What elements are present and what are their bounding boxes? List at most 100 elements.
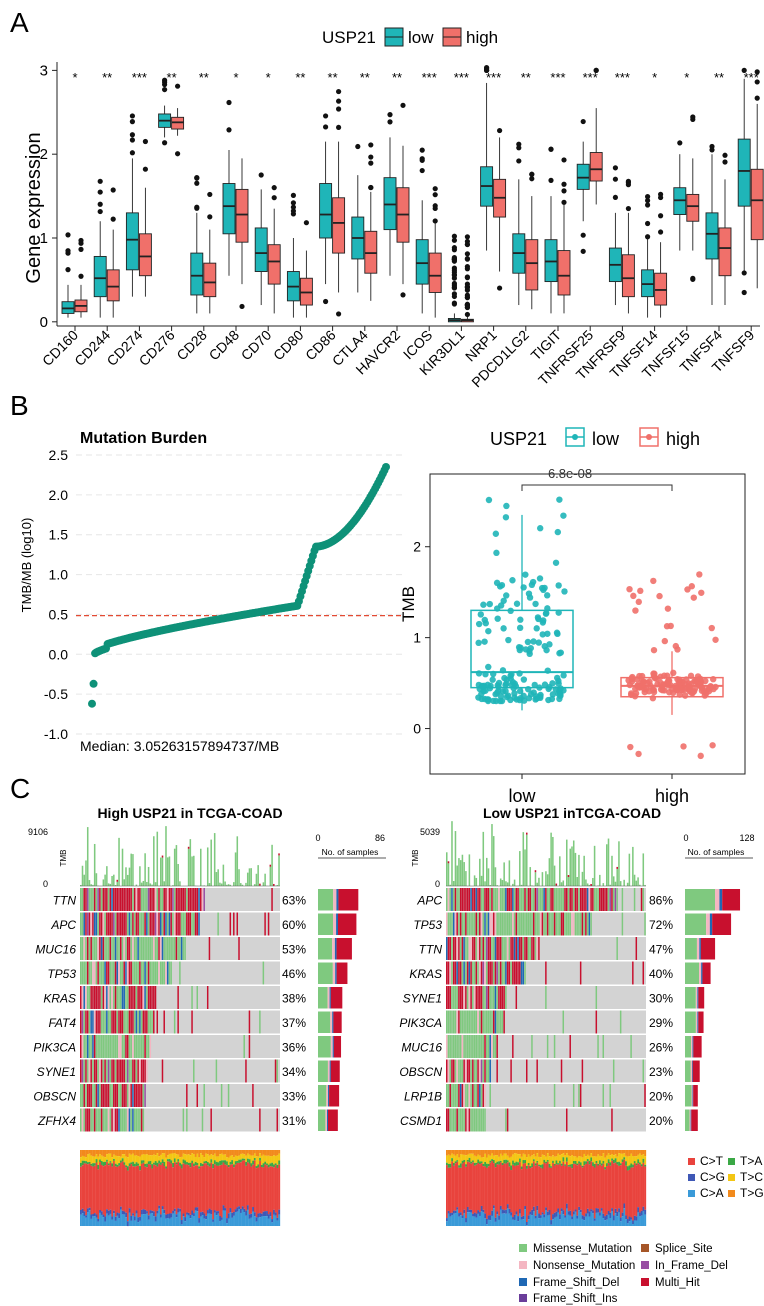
significance-label: ** bbox=[714, 70, 724, 85]
snv-segment bbox=[241, 1206, 244, 1210]
tmb-jitter-point bbox=[645, 688, 653, 695]
mutation-cell bbox=[120, 888, 122, 911]
tmb-bar bbox=[106, 866, 108, 886]
snv-segment bbox=[637, 1150, 640, 1155]
mutation-cell bbox=[107, 961, 110, 985]
tmb-bar bbox=[501, 880, 504, 886]
snv-segment bbox=[632, 1224, 634, 1226]
tmb-bar bbox=[461, 854, 464, 886]
snv-segment bbox=[520, 1219, 523, 1226]
tmb-bar bbox=[632, 846, 634, 886]
mutation-cell bbox=[86, 888, 89, 911]
snv-segment bbox=[592, 1150, 594, 1156]
snv-segment bbox=[536, 1205, 539, 1211]
box-high-tnfsf4 bbox=[718, 152, 732, 306]
outlier-point bbox=[645, 197, 651, 204]
snv-segment bbox=[567, 1214, 570, 1226]
mutation-cell bbox=[80, 912, 82, 936]
snv-segment bbox=[473, 1165, 476, 1213]
snv-segment bbox=[451, 1161, 454, 1213]
snv-segment bbox=[465, 1150, 468, 1156]
snv-segment bbox=[161, 1209, 164, 1226]
snv-segment bbox=[519, 1150, 521, 1155]
snv-segment bbox=[529, 1214, 532, 1226]
mutation-cell bbox=[132, 1010, 134, 1034]
snv-segment bbox=[100, 1211, 103, 1215]
mutation-cell bbox=[572, 888, 575, 911]
outlier-point bbox=[368, 154, 374, 160]
snv-segment bbox=[548, 1150, 551, 1157]
outlier-point bbox=[516, 158, 522, 164]
mutation-cell bbox=[470, 937, 472, 960]
mutation-cell bbox=[144, 1084, 146, 1107]
outlier-point bbox=[142, 138, 148, 145]
snv-segment bbox=[260, 1150, 263, 1156]
outlier-point bbox=[303, 220, 309, 226]
ns-bar-fsdel bbox=[697, 987, 699, 1009]
mutation-cell bbox=[536, 1059, 538, 1083]
mutation-cell bbox=[95, 1059, 98, 1083]
snv-segment bbox=[597, 1163, 600, 1166]
snv-segment bbox=[550, 1224, 553, 1226]
snv-segment bbox=[236, 1156, 239, 1161]
mutation-cell bbox=[532, 937, 535, 960]
snv-segment bbox=[614, 1162, 617, 1209]
snv-segment bbox=[193, 1213, 195, 1217]
snv-segment bbox=[517, 1216, 520, 1222]
mutation-cell bbox=[470, 1059, 472, 1083]
mutation-cell bbox=[128, 1035, 131, 1058]
snv-segment bbox=[592, 1213, 594, 1226]
mutation-cell bbox=[515, 961, 518, 985]
mutation-cell bbox=[486, 986, 488, 1009]
significance-label: ** bbox=[521, 70, 531, 85]
mutation-cell bbox=[81, 1084, 84, 1107]
mutation-cell bbox=[475, 1010, 478, 1034]
snv-segment bbox=[572, 1163, 575, 1212]
snv-segment bbox=[111, 1216, 114, 1220]
snv-segment bbox=[245, 1210, 248, 1216]
snv-segment bbox=[246, 1153, 249, 1159]
mutation-cell bbox=[477, 1035, 479, 1058]
gene-percent: 33% bbox=[282, 1089, 306, 1103]
snv-segment bbox=[538, 1150, 541, 1157]
mutation-cell bbox=[449, 888, 451, 911]
snv-segment bbox=[550, 1150, 553, 1157]
snv-segment bbox=[562, 1150, 565, 1154]
snv-segment bbox=[248, 1150, 251, 1155]
snv-segment bbox=[505, 1209, 508, 1214]
tmb-bar bbox=[522, 832, 525, 886]
mutation-cell bbox=[480, 1035, 483, 1058]
snv-segment bbox=[160, 1214, 162, 1218]
snv-segment bbox=[264, 1164, 267, 1212]
snv-segment bbox=[189, 1150, 192, 1156]
variant-legend-swatch bbox=[641, 1261, 649, 1269]
mutation-cell bbox=[477, 1084, 479, 1107]
variant-legend-label: Multi_Hit bbox=[655, 1277, 701, 1289]
snv-segment bbox=[602, 1150, 605, 1154]
snv-segment bbox=[572, 1156, 575, 1161]
tmb-jitter-point bbox=[698, 589, 705, 596]
snv-segment bbox=[123, 1154, 126, 1163]
mutation-cell bbox=[451, 912, 453, 936]
snv-segment bbox=[132, 1213, 135, 1216]
mutation-cell bbox=[642, 1059, 645, 1083]
snv-segment bbox=[526, 1225, 528, 1226]
snv-segment bbox=[482, 1166, 485, 1210]
snv-segment bbox=[611, 1210, 614, 1226]
tmb-bar bbox=[165, 826, 167, 886]
tmb-bar bbox=[512, 883, 514, 886]
box-body bbox=[737, 138, 751, 207]
oncoplot-row-apc: APC 86% bbox=[416, 888, 741, 911]
mutation-cell bbox=[116, 1035, 119, 1058]
mutation-cell bbox=[461, 1035, 464, 1058]
snv-segment bbox=[205, 1215, 208, 1220]
tmb-bar bbox=[585, 879, 587, 886]
snv-segment bbox=[477, 1154, 480, 1160]
snv-segment bbox=[191, 1150, 194, 1154]
gene-label: TP53 bbox=[413, 918, 442, 932]
box-body bbox=[332, 197, 346, 254]
mutation-cell bbox=[193, 1059, 195, 1083]
snv-segment bbox=[220, 1164, 223, 1218]
mutation-cell bbox=[534, 888, 537, 911]
tmb-jitter-point bbox=[544, 630, 551, 637]
